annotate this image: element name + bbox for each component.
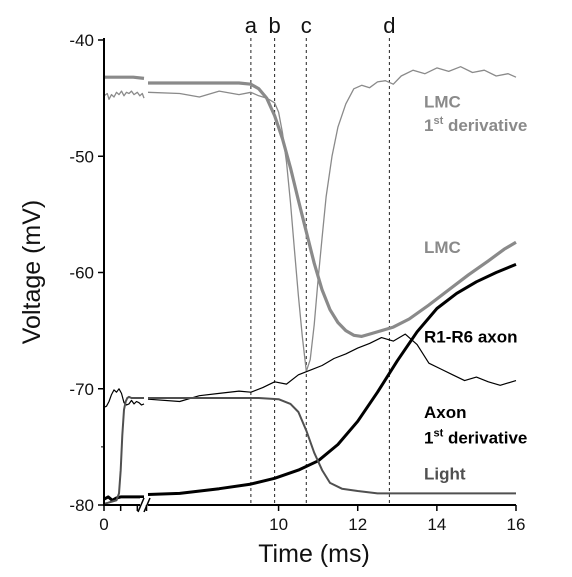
marker-label-b: b <box>268 13 280 38</box>
series-label-lmc-deriv: 1st derivative <box>424 115 527 135</box>
series-label-r1r6: R1-R6 axon <box>424 327 518 346</box>
series-axon-deriv-line <box>103 388 145 408</box>
x-tick-label: 14 <box>427 515 446 534</box>
y-tick-label: -40 <box>69 31 94 50</box>
y-tick-label: -60 <box>69 264 94 283</box>
series-light-line <box>148 397 516 495</box>
y-tick-label: -70 <box>69 380 94 399</box>
series-lines <box>103 66 517 505</box>
marker-label-c: c <box>301 13 312 38</box>
series-label-lmc-deriv: LMC <box>424 93 461 112</box>
x-tick-label: 16 <box>507 515 526 534</box>
series-lmc-deriv-line <box>103 90 145 100</box>
series-label-axon-deriv: Axon <box>424 403 467 422</box>
x-axis-title: Time (ms) <box>258 540 370 568</box>
y-tick-label: -80 <box>69 496 94 515</box>
series-light-line <box>103 395 144 505</box>
marker-label-a: a <box>245 13 258 38</box>
y-axis-title: Voltage (mV) <box>18 200 46 345</box>
series-lmc-line <box>148 81 517 338</box>
series-axon-deriv-line <box>147 333 517 403</box>
tick-marks: -40 -50 -60 -70 -80 0 10 12 14 16 <box>69 31 525 534</box>
series-r1r6-line <box>103 495 144 502</box>
series-lmc-deriv-line <box>147 66 517 372</box>
x-tick-label: 0 <box>99 515 108 534</box>
x-tick-label: 10 <box>269 515 288 534</box>
y-tick-label: -50 <box>69 147 94 166</box>
series-label-axon-deriv: 1st derivative <box>424 428 527 448</box>
series-label-lmc: LMC <box>424 238 461 257</box>
marker-label-d: d <box>383 13 395 38</box>
series-label-light: Light <box>424 465 466 484</box>
series-lmc-line <box>104 75 145 80</box>
x-tick-label: 12 <box>348 515 367 534</box>
axes <box>103 38 516 513</box>
series-labels: LMC 1st derivative LMC R1-R6 axon Axon 1st de… <box>424 93 527 484</box>
series-r1r6-line <box>147 263 517 496</box>
